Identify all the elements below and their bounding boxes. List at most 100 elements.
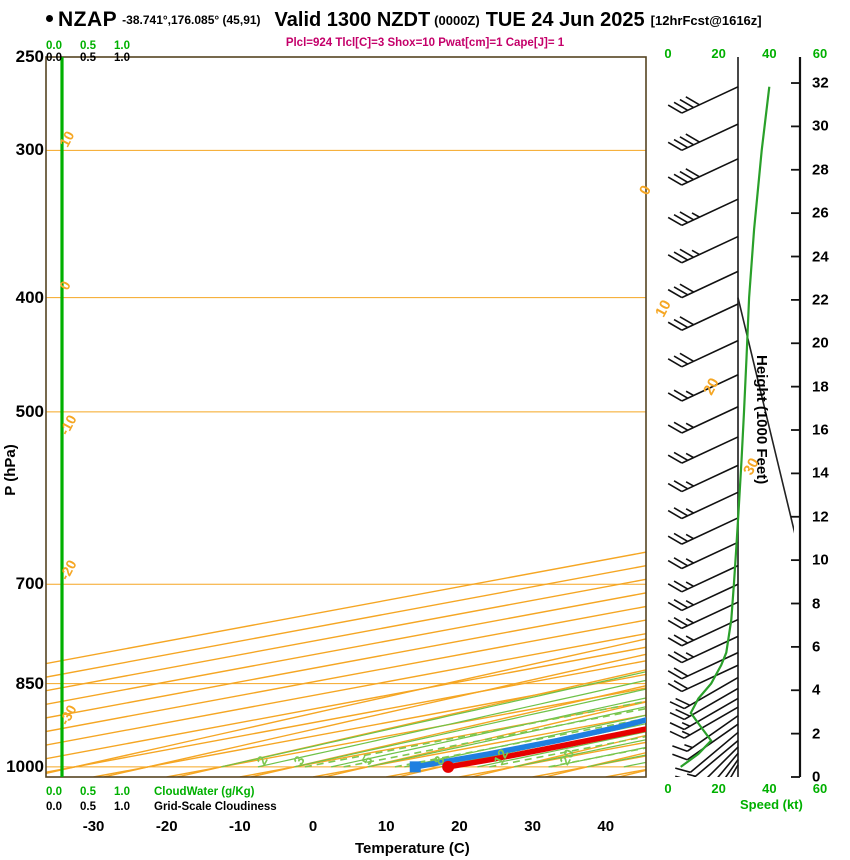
wind-barb-staff [681, 303, 739, 331]
wind-barb-full [679, 170, 694, 181]
wind-barb [667, 374, 739, 402]
speed-tick-label-bottom: 0 [664, 781, 672, 796]
wind-barb [672, 715, 739, 753]
wind-barb-full [673, 680, 689, 690]
bottom-cloudiness-scale-text: Grid-Scale Cloudiness [154, 801, 277, 813]
height-tick-label: 20 [812, 334, 829, 352]
wind-barb-full [672, 745, 688, 753]
height-tick-label: 12 [812, 508, 829, 526]
speed-tick-label-top: 0 [664, 46, 672, 61]
wind-barb-full [667, 509, 683, 520]
wind-barb-staff [681, 601, 739, 630]
moist-adiabat-line [330, 697, 646, 768]
wind-barb [667, 406, 739, 434]
wind-barb-staff [681, 86, 739, 114]
wind-barb-half [685, 481, 694, 487]
station-dot-icon [46, 15, 53, 22]
wind-barb-full [667, 104, 683, 114]
pressure-tick-label: 300 [15, 140, 44, 160]
valid-time: Valid 1300 NZDT [274, 8, 431, 31]
wind-barb-full [667, 482, 683, 493]
height-tick-label: 28 [812, 161, 829, 179]
wind-barb-full [667, 358, 683, 368]
wind-barb-panel [667, 57, 794, 777]
forecast-info: [12hrFcst@1616z] [650, 12, 762, 28]
wind-barb-full [667, 619, 683, 630]
bottom-cloudiness-scale-tick: 0.0 [46, 801, 62, 813]
temperature-curve [445, 726, 646, 770]
wind-barb-staff [683, 676, 739, 710]
wind-barb-full [667, 559, 683, 570]
plot-frame [45, 56, 647, 778]
station-coordinates: -38.741°,176.085° (45,91) [122, 13, 261, 27]
wind-barb-staff [681, 464, 739, 493]
wind-barb-full [669, 711, 685, 721]
temperature-tick-label: 30 [524, 818, 541, 835]
wind-barb-full [667, 653, 683, 664]
top-cloudiness-scale-tick: 0.0 [46, 52, 62, 64]
wind-barb-staff [693, 739, 739, 777]
wind-barb-half [685, 508, 694, 514]
speed-tick-label-bottom: 60 [812, 781, 828, 796]
wind-barb [667, 158, 739, 186]
wind-barb-full [673, 389, 689, 399]
wind-barb-full [669, 730, 685, 739]
wind-barb-full [667, 601, 683, 612]
temperature-tick-label: 0 [308, 818, 318, 835]
temperature-tick-label: 40 [597, 818, 615, 835]
stability-indices: Plcl=924 Tlcl[C]=3 Shox=10 Pwat[cm]=1 Ca… [0, 33, 850, 51]
speed-tick-label-top: 40 [762, 46, 777, 61]
temperature-tick-label: 10 [377, 818, 395, 835]
wind-barb [667, 601, 739, 630]
wind-barb [717, 752, 739, 777]
top-cloudwater-scale-tick: 0.0 [46, 40, 62, 52]
moist-adiabat-line [257, 679, 646, 768]
wind-barb-half [685, 617, 694, 624]
wind-barb [669, 706, 739, 739]
wind-barb-staff [683, 697, 739, 731]
isotherm-line [46, 578, 646, 692]
wind-barb-half [685, 635, 694, 641]
wind-barb [667, 235, 739, 264]
height-tick-label: 18 [812, 378, 829, 396]
wind-barb-full [673, 651, 689, 661]
wind-panel-boundary [737, 297, 794, 534]
wind-barb-staff [681, 583, 739, 612]
bottom-cloudwater-scale: 0.0 0.5 1.0 CloudWater (g/Kg) [46, 786, 255, 798]
dry-adiabat-line [103, 653, 646, 777]
station-id: NZAP [58, 8, 118, 31]
wind-barb-staff [681, 235, 739, 264]
wind-barb-staff [681, 664, 739, 693]
wind-barb [667, 86, 739, 114]
wind-barb-full [685, 96, 700, 106]
height-tick-label: 0 [812, 768, 821, 786]
wind-barb-half [685, 600, 694, 606]
pressure-tick-label: 400 [15, 287, 44, 307]
wind-barb-full [667, 535, 683, 545]
top-cloudiness-scale-tick: 0.5 [80, 52, 96, 64]
wind-barb [706, 746, 739, 777]
height-tick-label: 22 [812, 291, 829, 309]
wind-barb-half [691, 212, 700, 218]
wind-barb-staff [683, 706, 739, 739]
bottom-cloudiness-scale-tick: 0.5 [80, 801, 96, 813]
wind-barb-half [684, 743, 693, 749]
wind-barb-staff [683, 687, 739, 721]
wind-barb-full [679, 211, 694, 221]
wind-barb-staff [681, 123, 739, 152]
header-title-line: NZAP -38.741°,176.085° (45,91) Valid 1300 … [46, 8, 762, 32]
wind-barb-staff [681, 618, 739, 647]
wind-barb-half [685, 652, 694, 658]
wind-barb-full [667, 637, 683, 647]
wind-barb [667, 123, 739, 152]
pressure-tick-label: 700 [15, 574, 44, 594]
mixing-ratio-line [489, 735, 646, 768]
wind-barb [667, 664, 739, 693]
wind-barb-full [675, 775, 681, 777]
wind-barb [675, 739, 739, 777]
wind-barb-full [675, 708, 691, 717]
wind-barb-half [685, 422, 694, 429]
wind-barb-full [679, 316, 694, 326]
speed-tick-label-bottom: 20 [711, 781, 726, 796]
wind-barb-full [667, 424, 683, 434]
